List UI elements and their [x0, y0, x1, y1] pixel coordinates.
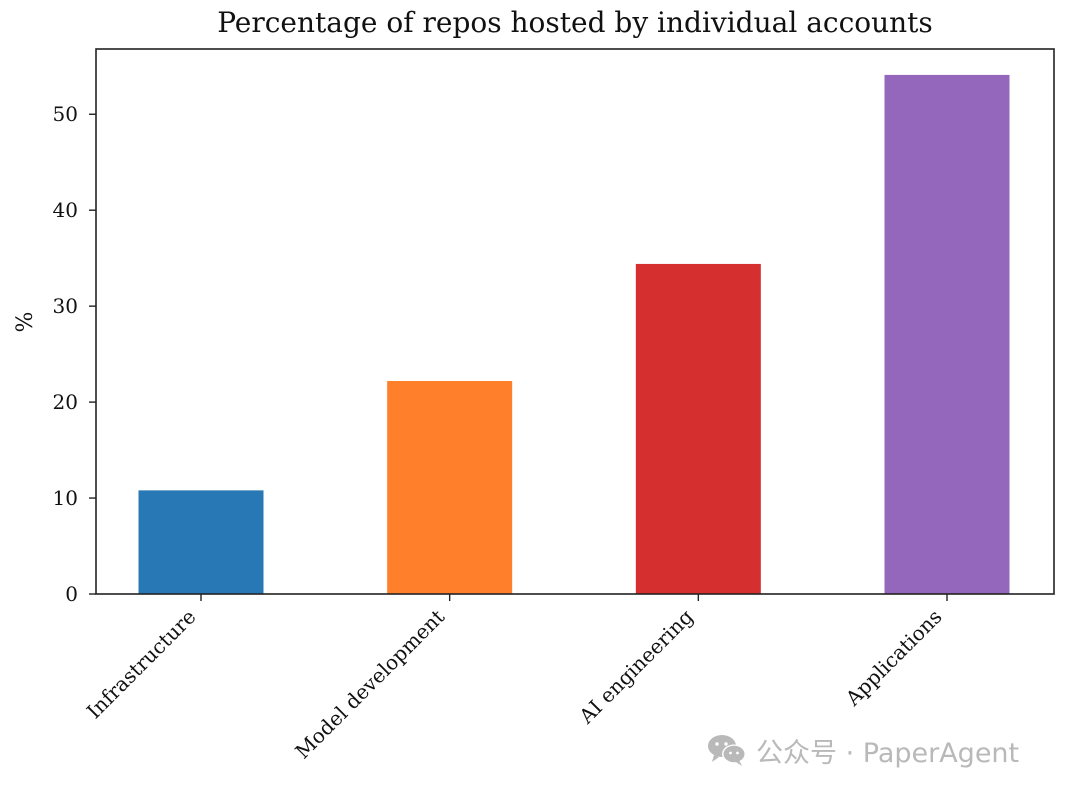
wechat-icon	[708, 735, 746, 766]
watermark-text: 公众号 · PaperAgent	[756, 737, 1020, 769]
bar-infrastructure	[138, 490, 264, 594]
plot-frame	[95, 48, 1055, 595]
x-tick-label: AI engineering	[574, 604, 698, 728]
chart-title: Percentage of repos hosted by individual…	[217, 6, 933, 39]
bar-ai-engineering	[635, 263, 761, 594]
y-tick-label: 20	[53, 390, 78, 414]
x-tick-label: Model development	[290, 605, 449, 764]
y-tick-label: 40	[53, 198, 78, 222]
y-tick-label: 0	[65, 582, 78, 606]
y-tick-label: 30	[53, 294, 78, 318]
y-tick-label: 50	[53, 102, 78, 126]
plot-area: 0 10 20 30 40 50 Infrastructure Model developme…	[53, 74, 1010, 764]
bar-applications	[884, 74, 1010, 595]
x-tick-label: Infrastructure	[82, 605, 201, 724]
watermark: 公众号 · PaperAgent	[706, 730, 1019, 770]
y-axis-label: %	[13, 312, 38, 333]
y-tick-label: 10	[53, 486, 78, 510]
x-tick-label: Applications	[840, 605, 946, 711]
bar-model-development	[387, 380, 513, 594]
